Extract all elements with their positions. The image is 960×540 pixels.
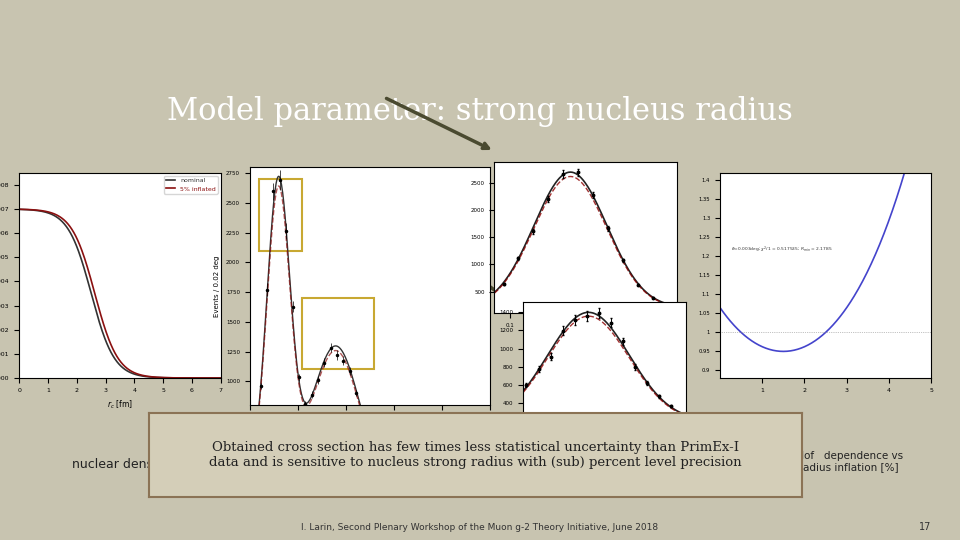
nominal xyxy=(215,375,227,381)
Text: $\delta$=0.003deg; $\chi^2/1$ = 0.517535; $R_{min}$ = 2.1785: $\delta$=0.003deg; $\chi^2/1$ = 0.517535… xyxy=(731,245,832,255)
nominal xyxy=(133,372,145,379)
nominal xyxy=(132,372,144,379)
Bar xyxy=(302,298,374,369)
Bar xyxy=(259,179,302,251)
X-axis label: $r_c$ [fm]: $r_c$ [fm] xyxy=(107,399,133,411)
Text: Fit χ2/Ndof   dependence vs
strong radius inflation [%]: Fit χ2/Ndof dependence vs strong radius … xyxy=(757,451,903,473)
nominal xyxy=(13,206,25,213)
5% inflated xyxy=(13,206,25,213)
nominal xyxy=(196,375,207,381)
Line: nominal: nominal xyxy=(19,210,221,378)
nominal xyxy=(183,375,195,381)
5% inflated xyxy=(132,371,144,377)
nominal xyxy=(14,206,26,213)
5% inflated xyxy=(215,375,227,381)
5% inflated xyxy=(196,375,207,381)
5% inflated xyxy=(137,372,149,379)
Line: 5% inflated: 5% inflated xyxy=(19,210,221,378)
Text: Obtained cross section has few times less statistical uncertainty than PrimEx-I
: Obtained cross section has few times les… xyxy=(209,441,741,469)
Text: Model parameter: strong nucleus radius: Model parameter: strong nucleus radius xyxy=(167,96,793,126)
Text: I. Larin, Second Plenary Workshop of the Muon g-2 Theory Initiative, June 2018: I. Larin, Second Plenary Workshop of the… xyxy=(301,523,659,532)
X-axis label: production angle (deg): production angle (deg) xyxy=(329,426,410,432)
5% inflated xyxy=(133,372,145,378)
Text: nuclear density: nuclear density xyxy=(72,458,168,471)
Text: 17: 17 xyxy=(919,522,931,532)
nominal xyxy=(137,373,149,379)
5% inflated xyxy=(14,206,26,213)
5% inflated xyxy=(183,375,195,381)
Legend: nominal, 5% inflated: nominal, 5% inflated xyxy=(164,176,218,193)
Y-axis label: Events / 0.02 deg: Events / 0.02 deg xyxy=(214,255,221,317)
Text: π0 yield  fit curves: π0 yield fit curves xyxy=(317,458,432,471)
